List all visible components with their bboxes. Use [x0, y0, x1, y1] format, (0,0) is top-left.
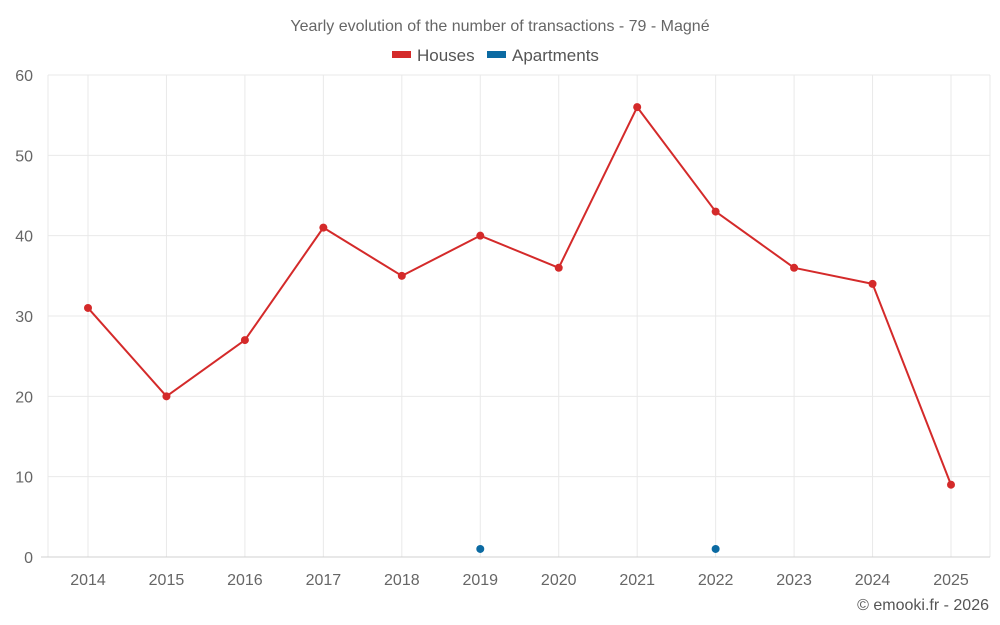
legend-item-houses[interactable]: Houses — [392, 46, 475, 65]
data-point-houses[interactable] — [790, 263, 799, 272]
x-tick-label: 2024 — [855, 572, 891, 589]
data-point-houses[interactable] — [162, 392, 171, 401]
data-point-apartments[interactable] — [711, 544, 720, 553]
data-point-houses[interactable] — [240, 336, 249, 345]
x-tick-label: 2014 — [70, 572, 106, 589]
legend-item-apartments[interactable]: Apartments — [487, 46, 599, 65]
legend-swatch — [487, 51, 506, 58]
series — [84, 103, 955, 553]
data-point-houses[interactable] — [319, 223, 328, 232]
x-tick-label: 2025 — [933, 572, 969, 589]
x-tick-label: 2021 — [619, 572, 655, 589]
data-point-houses[interactable] — [397, 271, 406, 280]
series-apartments — [476, 544, 720, 553]
legend-label: Apartments — [512, 46, 599, 65]
x-tick-label: 2019 — [462, 572, 498, 589]
credit-text: © emooki.fr - 2026 — [857, 597, 989, 614]
y-tick-label: 30 — [15, 309, 33, 326]
data-point-houses[interactable] — [554, 263, 563, 272]
data-point-apartments[interactable] — [476, 544, 485, 553]
data-point-houses[interactable] — [711, 207, 720, 216]
data-point-houses[interactable] — [84, 303, 92, 312]
y-axis: 0 10 20 30 40 50 60 — [15, 68, 33, 567]
series-houses — [84, 103, 955, 489]
chart-title: Yearly evolution of the number of transa… — [290, 18, 709, 35]
y-tick-label: 0 — [24, 550, 33, 567]
data-point-houses[interactable] — [947, 480, 955, 489]
data-point-houses[interactable] — [633, 103, 642, 112]
y-tick-label: 60 — [15, 68, 33, 85]
x-tick-label: 2023 — [776, 572, 812, 589]
grid — [41, 74, 991, 558]
x-tick-label: 2020 — [541, 572, 577, 589]
series-line-houses — [87, 106, 952, 486]
x-tick-label: 2017 — [306, 572, 342, 589]
y-tick-label: 40 — [15, 229, 33, 246]
legend-swatch — [392, 51, 411, 58]
x-tick-label: 2022 — [698, 572, 734, 589]
legend-label: Houses — [417, 46, 475, 65]
x-tick-label: 2015 — [149, 572, 185, 589]
data-point-houses[interactable] — [476, 231, 485, 240]
legend: Houses Apartments — [392, 46, 599, 65]
y-tick-label: 50 — [15, 148, 33, 165]
y-tick-label: 10 — [15, 470, 33, 487]
y-tick-label: 20 — [15, 389, 33, 406]
data-point-houses[interactable] — [868, 279, 877, 288]
x-tick-label: 2018 — [384, 572, 420, 589]
x-axis: 2014 2015 2016 2017 2018 2019 2020 2021 2022 2023… — [70, 572, 969, 589]
x-tick-label: 2016 — [227, 572, 263, 589]
